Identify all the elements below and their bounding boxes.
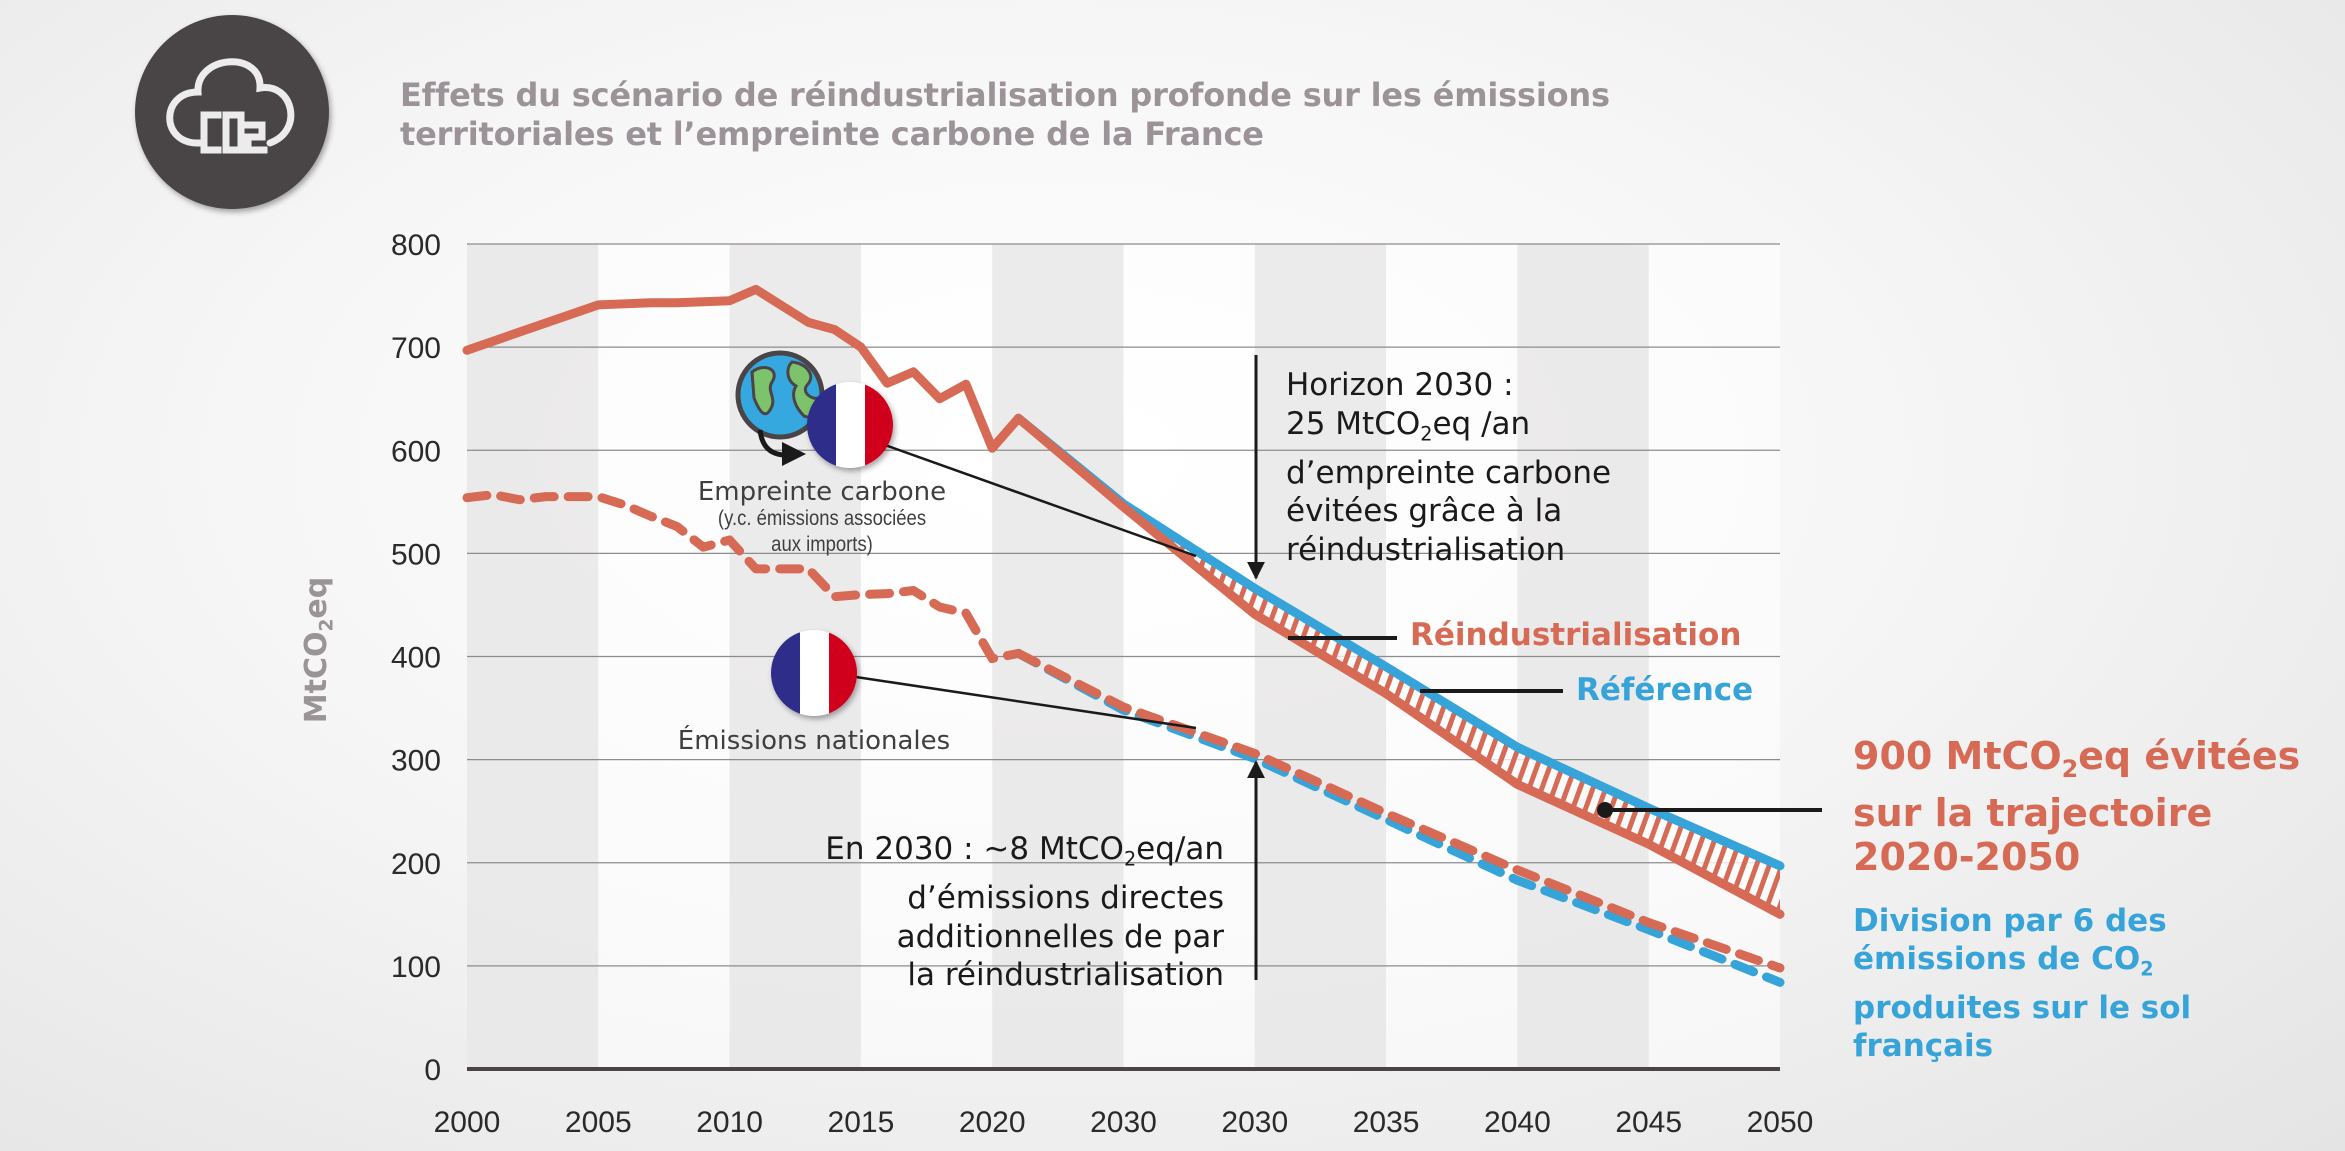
y-axis-ticks: 0 100 200 300 400 500 600 700 800 <box>391 229 441 1087</box>
label-emissions-nationales: Émissions nationales <box>677 726 951 756</box>
gridlines <box>467 243 1780 1071</box>
x-tick-label: 2040 <box>1484 1106 1551 1139</box>
y-axis-label: MtCO2eq <box>298 576 338 724</box>
hatched-avoided-area <box>1018 418 1780 915</box>
y-tick-label: 100 <box>391 951 441 984</box>
annotation-en-2030: En 2030 : ~8 MtCO2eq/an d’émissions dire… <box>825 831 1224 994</box>
title-line-2: territoriales et l’empreinte carbone de … <box>400 115 1264 153</box>
title-line-1: Effets du scénario de réindustrialisatio… <box>400 76 1610 114</box>
x-tick-label: 2010 <box>696 1106 763 1139</box>
x-tick-label: 2030 <box>1090 1106 1157 1139</box>
leader-lines <box>855 355 1822 980</box>
france-flag-icon-nationales <box>771 630 857 716</box>
hatched-area <box>1018 418 1780 915</box>
label-empreinte-carbone: Empreinte carbone (y.c. émissions associ… <box>697 477 947 556</box>
annotation-900-avoided: 900 MtCO2eq évitées sur la trajectoire 2… <box>1853 734 2301 880</box>
leader-nationales <box>855 675 1197 730</box>
co2-cloud-icon <box>135 15 329 209</box>
legend-reference: Référence <box>1576 672 1754 708</box>
x-tick-label: 2015 <box>828 1106 895 1139</box>
x-tick-label: 2035 <box>1353 1106 1420 1139</box>
annotation-division-par-6: Division par 6 des émissions de CO2 prod… <box>1853 903 2192 1064</box>
y-tick-label: 0 <box>424 1054 441 1087</box>
x-tick-label: 2005 <box>565 1106 632 1139</box>
avoided-dot <box>1597 802 1613 818</box>
annotation-horizon-2030: Horizon 2030 : 25 MtCO2eq /an d’empreint… <box>1286 367 1612 568</box>
legend-reindustrialisation: Réindustrialisation <box>1410 617 1742 653</box>
y-tick-label: 400 <box>391 642 441 675</box>
y-tick-label: 500 <box>391 538 441 571</box>
x-tick-label: 2050 <box>1747 1106 1814 1139</box>
x-tick-label: 2020 <box>959 1106 1026 1139</box>
y-tick-label: 700 <box>391 332 441 365</box>
x-tick-label: 2000 <box>434 1106 501 1139</box>
france-flag-icon <box>807 382 893 468</box>
series-line-empreinte-carbone-historique <box>462 284 1023 453</box>
y-tick-label: 200 <box>391 848 441 881</box>
page-title: Effets du scénario de réindustrialisatio… <box>400 76 1610 154</box>
x-axis-ticks: 2000 2005 2010 2015 2020 2030 2030 2035 2040 2045… <box>434 1106 1814 1139</box>
x-tick-label: 2030 <box>1221 1106 1288 1139</box>
leader-empreinte <box>884 443 1197 558</box>
x-tick-label: 2045 <box>1615 1106 1682 1139</box>
y-tick-label: 800 <box>391 229 441 262</box>
y-tick-label: 600 <box>391 435 441 468</box>
series-line-emissions-nationales-reindustrialisation <box>1013 648 1785 973</box>
y-tick-label: 300 <box>391 745 441 778</box>
series-line-empreinte-carbone-reindustrialisation <box>1013 413 1785 919</box>
